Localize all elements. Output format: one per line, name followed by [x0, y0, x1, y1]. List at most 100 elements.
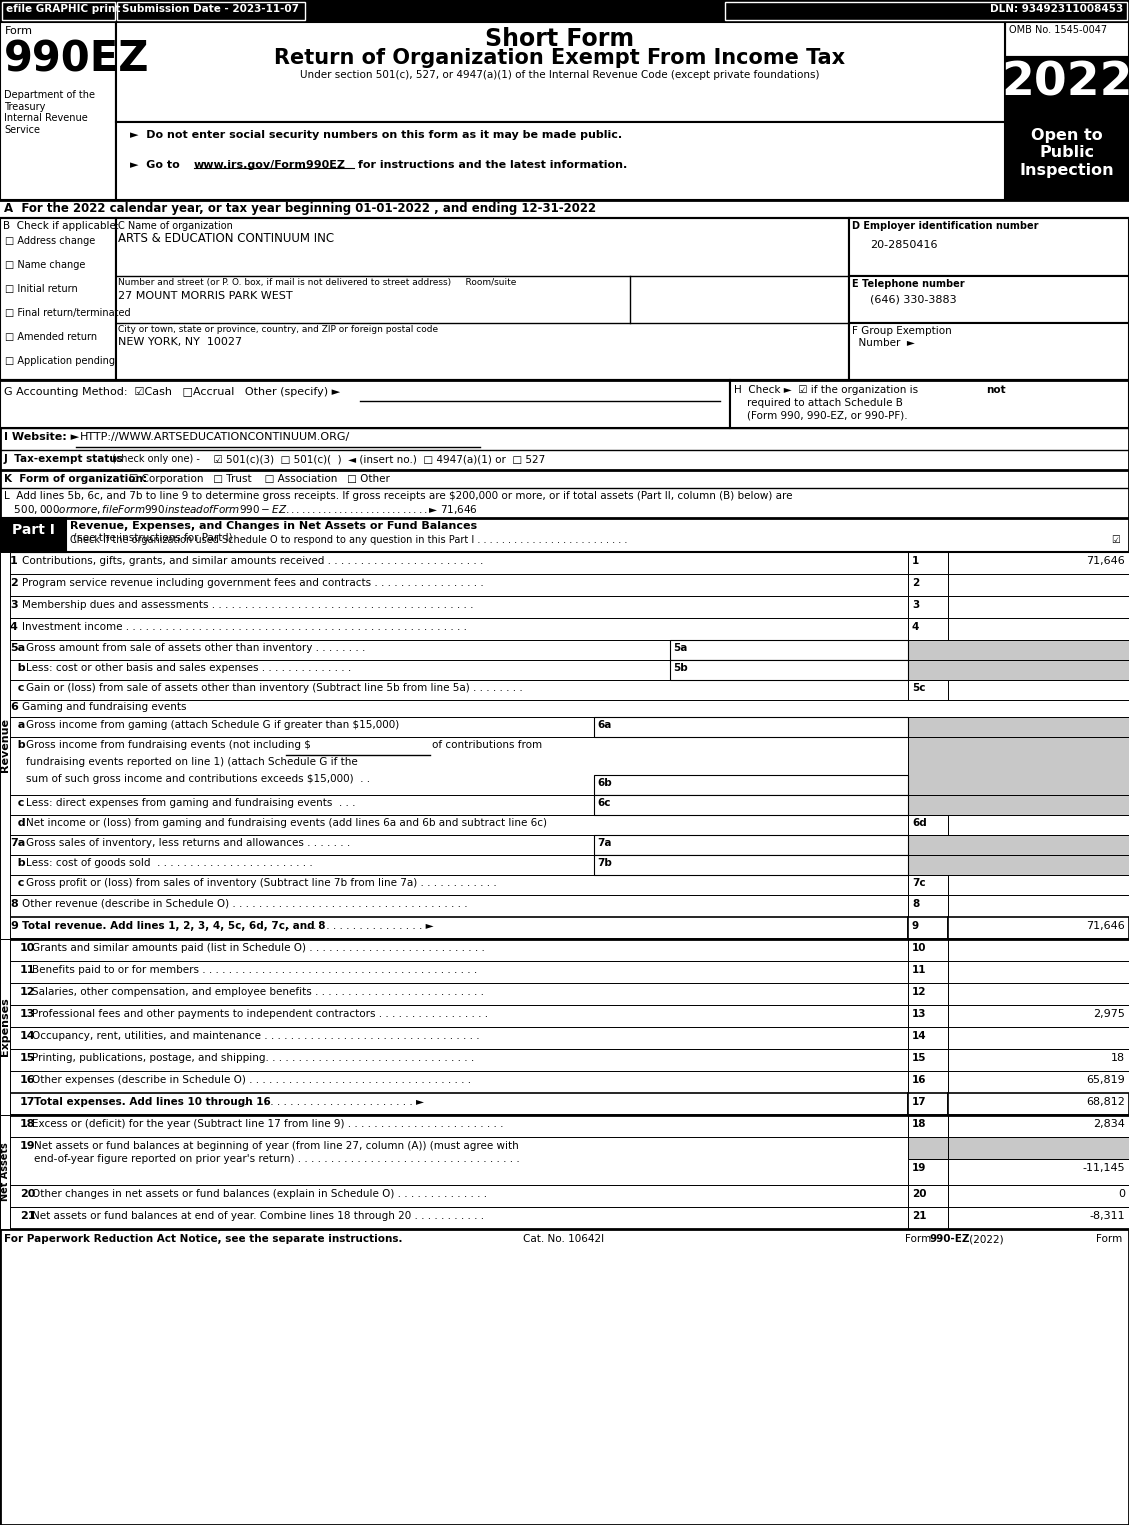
Bar: [908, 1005, 948, 1026]
Text: Total expenses. Add lines 10 through 16: Total expenses. Add lines 10 through 16: [34, 1096, 271, 1107]
Text: 3: 3: [912, 599, 919, 610]
Text: Number  ►: Number ►: [852, 339, 914, 348]
Text: Submission Date - 2023-11-07: Submission Date - 2023-11-07: [122, 5, 299, 14]
Text: 12: 12: [912, 987, 927, 997]
Bar: [948, 961, 1129, 984]
Bar: [948, 552, 1129, 573]
Text: 6d: 6d: [912, 817, 927, 828]
Bar: [0, 200, 1129, 218]
Bar: [948, 939, 1129, 961]
Bar: [948, 875, 1129, 895]
Bar: [948, 1049, 1129, 1071]
Text: 14: 14: [20, 1031, 36, 1042]
Text: K  Form of organization:: K Form of organization:: [5, 474, 155, 483]
Text: (Form 990, 990-EZ, or 990-PF).: (Form 990, 990-EZ, or 990-PF).: [734, 412, 908, 421]
Text: 18: 18: [20, 1119, 35, 1128]
Text: 6a: 6a: [597, 720, 612, 730]
Text: J  Tax-exempt status: J Tax-exempt status: [5, 454, 128, 464]
Bar: [908, 961, 948, 984]
Text: ☑ 501(c)(3)  □ 501(c)(  )  ◄ (insert no.)  □ 4947(a)(1) or  □ 527: ☑ 501(c)(3) □ 501(c)( ) ◄ (insert no.) □…: [207, 454, 545, 464]
Bar: [908, 1159, 948, 1185]
Text: -8,311: -8,311: [1089, 1211, 1124, 1222]
Text: 10: 10: [20, 942, 35, 953]
Text: Under section 501(c), 527, or 4947(a)(1) of the Internal Revenue Code (except pr: Under section 501(c), 527, or 4947(a)(1)…: [300, 70, 820, 79]
Text: L  Add lines 5b, 6c, and 7b to line 9 to determine gross receipts. If gross rece: L Add lines 5b, 6c, and 7b to line 9 to …: [5, 491, 793, 502]
Text: NEW YORK, NY  10027: NEW YORK, NY 10027: [119, 337, 242, 348]
Text: Less: cost of goods sold  . . . . . . . . . . . . . . . . . . . . . . . .: Less: cost of goods sold . . . . . . . .…: [26, 859, 313, 868]
Text: Department of the
Treasury
Internal Revenue
Service: Department of the Treasury Internal Reve…: [5, 90, 95, 134]
Text: Gain or (loss) from sale of assets other than inventory (Subtract line 5b from l: Gain or (loss) from sale of assets other…: [26, 683, 523, 692]
Bar: [948, 1026, 1129, 1049]
Text: □ Application pending: □ Application pending: [5, 355, 115, 366]
Bar: [0, 21, 116, 200]
Text: (see the instructions for Part I): (see the instructions for Part I): [70, 532, 233, 541]
Text: Net assets or fund balances at beginning of year (from line 27, column (A)) (mus: Net assets or fund balances at beginning…: [34, 1141, 518, 1151]
Bar: [1005, 21, 1129, 56]
Text: b: b: [10, 740, 26, 750]
Text: □ Name change: □ Name change: [5, 259, 86, 270]
Bar: [730, 380, 1129, 429]
Bar: [594, 836, 908, 856]
Text: For Paperwork Reduction Act Notice, see the separate instructions.: For Paperwork Reduction Act Notice, see …: [5, 1234, 403, 1244]
Text: b: b: [10, 859, 26, 868]
Bar: [908, 1115, 948, 1138]
Bar: [948, 618, 1129, 640]
Text: Revenue, Expenses, and Changes in Net Assets or Fund Balances: Revenue, Expenses, and Changes in Net As…: [70, 522, 478, 531]
Text: 2,834: 2,834: [1093, 1119, 1124, 1128]
Text: 7c: 7c: [912, 878, 926, 888]
Text: a: a: [10, 720, 25, 730]
Text: Total revenue. Add lines 1, 2, 3, 4, 5c, 6d, 7c, and 8: Total revenue. Add lines 1, 2, 3, 4, 5c,…: [21, 921, 325, 930]
Bar: [948, 1071, 1129, 1093]
Bar: [594, 856, 908, 875]
Text: Other expenses (describe in Schedule O) . . . . . . . . . . . . . . . . . . . . : Other expenses (describe in Schedule O) …: [32, 1075, 471, 1084]
Bar: [948, 596, 1129, 618]
Text: (check only one) -: (check only one) -: [112, 454, 200, 464]
Bar: [908, 573, 948, 596]
Text: Printing, publications, postage, and shipping. . . . . . . . . . . . . . . . . .: Printing, publications, postage, and shi…: [32, 1052, 474, 1063]
Bar: [10, 1138, 908, 1185]
Bar: [0, 875, 908, 895]
Bar: [0, 660, 908, 680]
Bar: [908, 737, 1129, 795]
Text: Benefits paid to or for members . . . . . . . . . . . . . . . . . . . . . . . . : Benefits paid to or for members . . . . …: [32, 965, 478, 974]
Text: 11: 11: [20, 965, 35, 974]
Text: 5c: 5c: [912, 683, 926, 692]
Bar: [908, 895, 948, 917]
Bar: [0, 0, 1129, 21]
Text: 21: 21: [20, 1211, 35, 1222]
Text: 71,646: 71,646: [1086, 921, 1124, 930]
Bar: [849, 218, 1129, 276]
Text: 6: 6: [10, 702, 18, 712]
Text: 11: 11: [912, 965, 927, 974]
Text: Program service revenue including government fees and contracts . . . . . . . . : Program service revenue including govern…: [21, 578, 483, 589]
Text: www.irs.gov/Form990EZ: www.irs.gov/Form990EZ: [194, 160, 345, 169]
Text: 0: 0: [1118, 1190, 1124, 1199]
Text: 65,819: 65,819: [1086, 1075, 1124, 1084]
Bar: [116, 122, 1005, 200]
Bar: [908, 1206, 948, 1229]
Text: Gaming and fundraising events: Gaming and fundraising events: [21, 702, 186, 712]
Bar: [908, 552, 948, 573]
Bar: [908, 1093, 948, 1115]
Bar: [0, 380, 730, 429]
Bar: [1005, 56, 1129, 122]
Bar: [0, 939, 10, 1115]
Bar: [117, 2, 305, 20]
Text: Net assets or fund balances at end of year. Combine lines 18 through 20 . . . . : Net assets or fund balances at end of ye…: [32, 1211, 484, 1222]
Bar: [948, 984, 1129, 1005]
Text: 4: 4: [10, 622, 18, 631]
Text: Gross income from gaming (attach Schedule G if greater than $15,000): Gross income from gaming (attach Schedul…: [26, 720, 400, 730]
Text: F Group Exemption: F Group Exemption: [852, 326, 952, 336]
Bar: [0, 1115, 10, 1229]
Bar: [849, 323, 1129, 380]
Text: . . . . . . . . . . . . . . . . . . . . . . . ►: . . . . . . . . . . . . . . . . . . . . …: [270, 921, 434, 930]
Bar: [908, 1138, 948, 1159]
Text: 17: 17: [20, 1096, 35, 1107]
Bar: [10, 1049, 908, 1071]
Text: Return of Organization Exempt From Income Tax: Return of Organization Exempt From Incom…: [274, 47, 846, 69]
Text: 5a: 5a: [673, 644, 688, 653]
Text: 21: 21: [912, 1211, 927, 1222]
Bar: [1005, 122, 1129, 200]
Bar: [908, 795, 1129, 814]
Text: d: d: [10, 817, 26, 828]
